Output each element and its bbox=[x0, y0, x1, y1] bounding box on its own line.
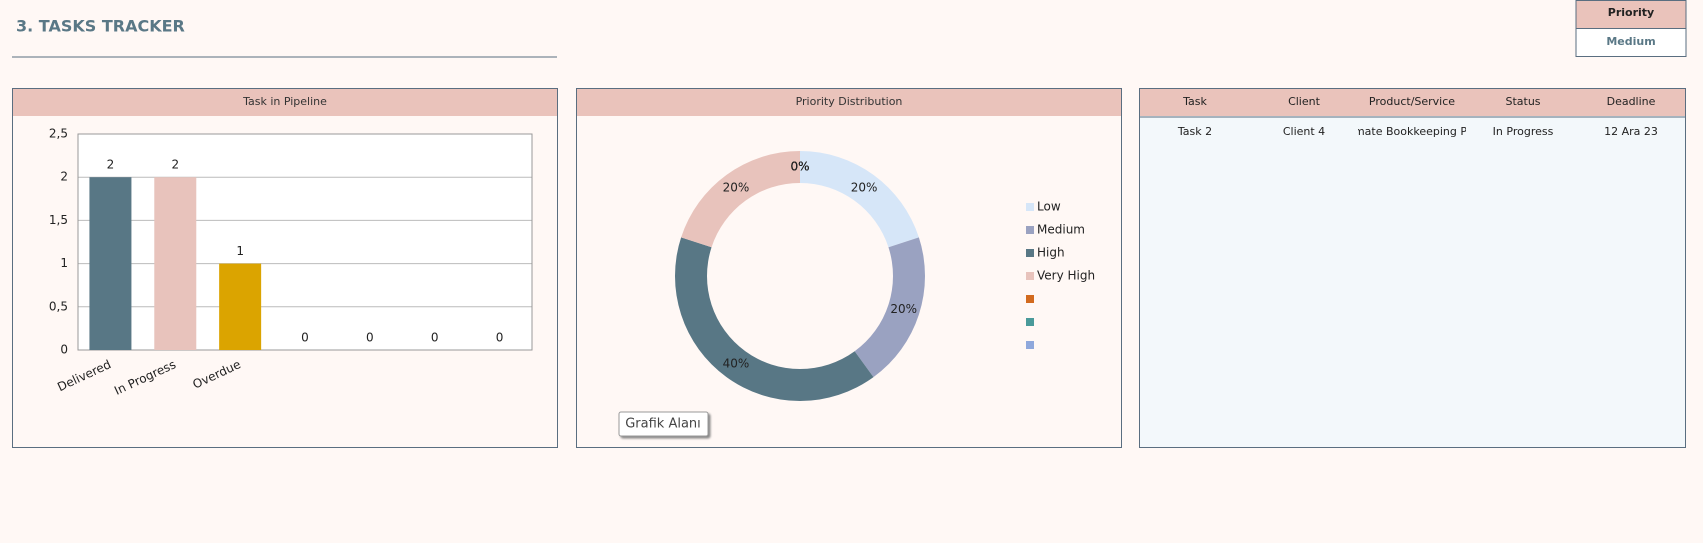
data-label: 0% bbox=[790, 160, 809, 174]
bar bbox=[154, 177, 197, 350]
table-cell: Client 4 bbox=[1283, 125, 1325, 138]
legend-swatch bbox=[1026, 295, 1034, 303]
legend-label: Medium bbox=[1037, 223, 1085, 237]
y-tick-label: 0 bbox=[60, 343, 68, 357]
data-label: 20% bbox=[723, 180, 750, 194]
tooltip-box bbox=[618, 411, 709, 437]
data-label: 0% bbox=[790, 160, 809, 174]
y-tick-label: 2 bbox=[60, 170, 68, 184]
legend-label: Very High bbox=[1037, 269, 1095, 283]
table-header bbox=[1140, 89, 1685, 116]
panel-header bbox=[13, 89, 557, 116]
table-cell: 12 Ara 23 bbox=[1604, 125, 1658, 138]
legend-swatch bbox=[1026, 226, 1034, 234]
filter-box[interactable] bbox=[1575, 28, 1687, 57]
table: Task Client Product/Service Status Deadline T… bbox=[1177, 95, 1658, 138]
donut-slice bbox=[675, 237, 874, 402]
chart-title: Task in Pipeline bbox=[242, 95, 327, 108]
legend-swatch bbox=[1026, 272, 1034, 280]
page-title: 3. TASKS TRACKER bbox=[16, 17, 185, 36]
legend-swatch bbox=[1026, 318, 1034, 326]
donut-slice bbox=[854, 237, 925, 378]
data-label: 0 bbox=[496, 331, 504, 345]
y-tick-label: 1 bbox=[60, 256, 68, 270]
column-header: Status bbox=[1505, 95, 1540, 108]
tooltip: Grafik Alanı bbox=[625, 417, 701, 432]
table-panel bbox=[1139, 88, 1686, 448]
data-label: 1 bbox=[236, 244, 244, 258]
legend-label: Low bbox=[1037, 200, 1061, 214]
legend-swatch bbox=[1026, 249, 1034, 257]
y-tick-label: 1,5 bbox=[49, 213, 68, 227]
bar bbox=[89, 177, 132, 350]
table-cell: In Progress bbox=[1493, 125, 1554, 138]
column-header: Task bbox=[1182, 95, 1207, 108]
plot-border bbox=[77, 133, 533, 351]
data-label: 20% bbox=[851, 180, 878, 194]
bar bbox=[219, 263, 262, 350]
filter-value[interactable]: Medium bbox=[1606, 35, 1655, 48]
plot-area bbox=[78, 134, 532, 350]
column-header: Product/Service bbox=[1369, 95, 1455, 108]
chart-title: Priority Distribution bbox=[796, 95, 903, 108]
donut-slice bbox=[681, 151, 800, 248]
donut-slice bbox=[800, 151, 919, 248]
column-header: Deadline bbox=[1607, 95, 1656, 108]
data-label: 2 bbox=[107, 158, 115, 172]
legend-label: High bbox=[1037, 246, 1065, 260]
table-cell: Task 2 bbox=[1177, 125, 1212, 138]
data-label: 2 bbox=[171, 158, 179, 172]
y-tick-label: 2,5 bbox=[49, 127, 68, 141]
data-label: 20% bbox=[890, 302, 917, 316]
y-tick-label: 0,5 bbox=[49, 299, 68, 313]
data-label: 0 bbox=[431, 331, 439, 345]
data-label: 0 bbox=[301, 331, 309, 345]
panel-header bbox=[577, 89, 1121, 116]
table-cell: mate Bookkeeping Pl bbox=[1354, 125, 1470, 138]
data-label: 40% bbox=[723, 357, 750, 371]
data-label: 0 bbox=[366, 331, 374, 345]
column-header: Client bbox=[1288, 95, 1321, 108]
filter-label: Priority bbox=[1608, 6, 1654, 19]
legend-swatch bbox=[1026, 203, 1034, 211]
data-label: 0% bbox=[790, 160, 809, 174]
legend-swatch bbox=[1026, 341, 1034, 349]
